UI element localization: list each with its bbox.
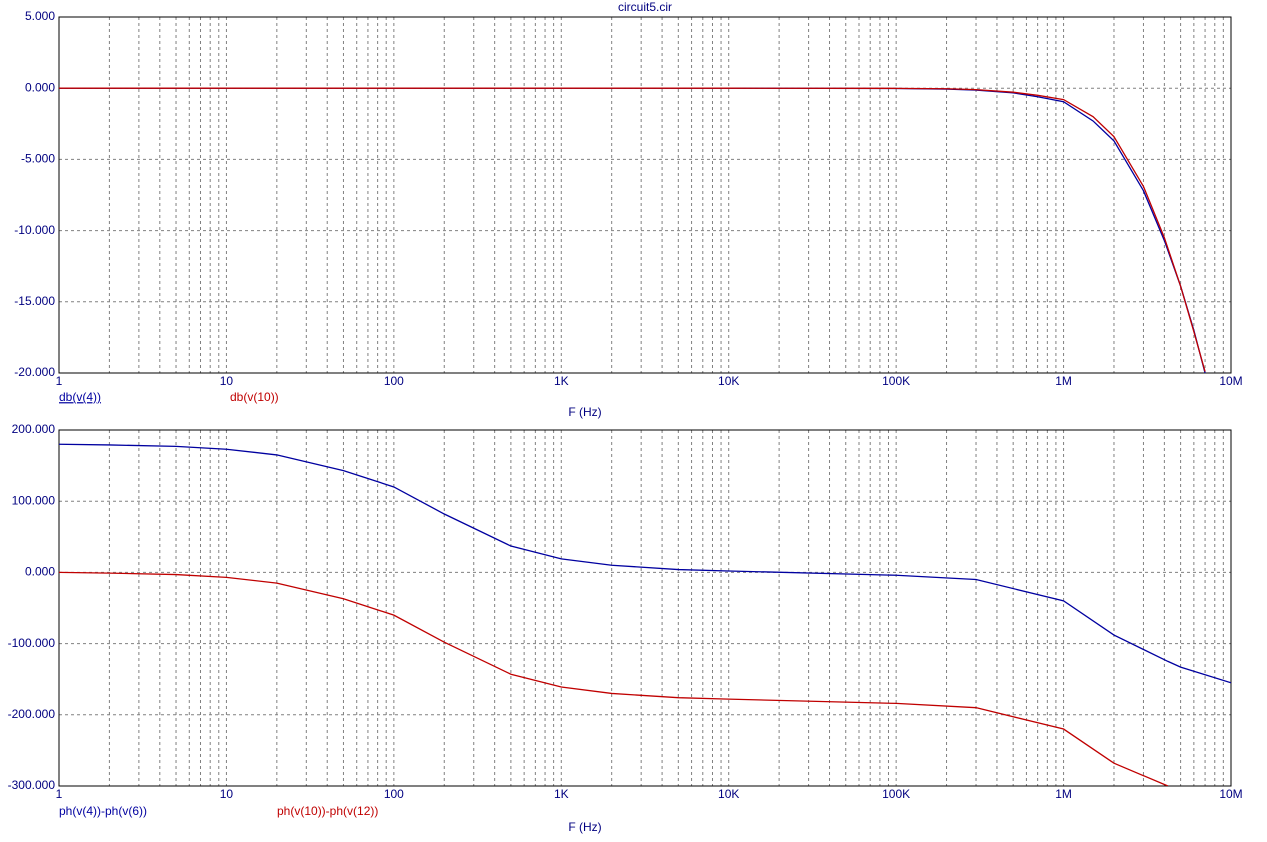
data-line xyxy=(59,443,1231,684)
x-tick-label: 1 xyxy=(56,787,63,801)
y-tick-label: -10.000 xyxy=(14,223,55,237)
y-tick-label: 0.000 xyxy=(25,565,55,579)
x-tick-label: 10M xyxy=(1219,374,1242,388)
x-tick-label: 100 xyxy=(384,374,404,388)
x-tick-label: 100K xyxy=(882,374,910,388)
y-tick-label: -100.000 xyxy=(8,636,56,650)
y-tick-label: -200.000 xyxy=(8,707,56,721)
x-tick-label: 10K xyxy=(718,787,739,801)
x-tick-label: 10 xyxy=(220,374,234,388)
x-tick-label: 100K xyxy=(882,787,910,801)
x-tick-label: 1M xyxy=(1055,374,1072,388)
legend-entry: ph(v(4))-ph(v(6)) xyxy=(59,804,147,818)
legend-entry: ph(v(10))-ph(v(12)) xyxy=(277,804,378,818)
y-tick-label: 5.000 xyxy=(25,9,55,23)
data-line xyxy=(59,87,1206,372)
legend-entry: db(v(10)) xyxy=(230,390,279,404)
x-tick-label: 1 xyxy=(56,374,63,388)
y-tick-label: -15.000 xyxy=(14,294,55,308)
x-axis-label: F (Hz) xyxy=(568,405,601,419)
y-tick-label: -5.000 xyxy=(21,152,55,166)
legend-entry: db(v(4)) xyxy=(59,390,101,404)
x-tick-label: 10M xyxy=(1219,787,1242,801)
y-tick-label: 100.000 xyxy=(12,493,56,507)
chart-title: circuit5.cir xyxy=(618,0,672,14)
plot-area xyxy=(59,443,1231,786)
x-tick-label: 1K xyxy=(554,787,569,801)
x-tick-label: 10 xyxy=(220,787,234,801)
y-tick-label: 200.000 xyxy=(12,422,56,436)
plot-area xyxy=(59,87,1206,373)
y-tick-label: -20.000 xyxy=(14,365,55,379)
x-tick-label: 1M xyxy=(1055,787,1072,801)
plot-frame xyxy=(58,429,1232,787)
x-axis-label: F (Hz) xyxy=(568,820,601,834)
y-tick-label: 0.000 xyxy=(25,80,55,94)
x-tick-label: 1K xyxy=(554,374,569,388)
x-tick-label: 10K xyxy=(718,374,739,388)
y-tick-label: -300.000 xyxy=(8,778,56,792)
data-line xyxy=(59,571,1169,786)
x-tick-label: 100 xyxy=(384,787,404,801)
plot-frame xyxy=(58,16,1232,374)
